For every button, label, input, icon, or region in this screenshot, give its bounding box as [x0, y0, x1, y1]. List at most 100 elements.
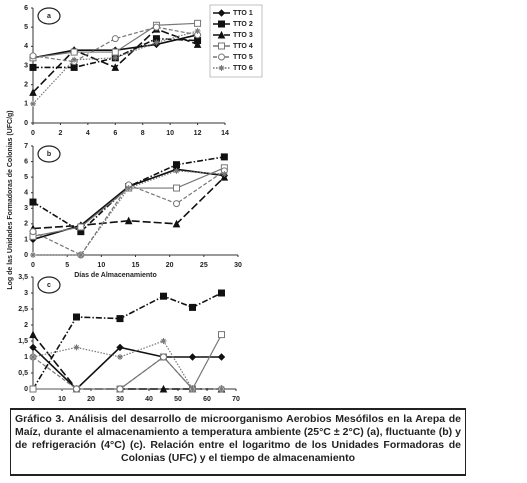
legend-box — [209, 4, 263, 78]
marker — [29, 198, 37, 206]
marker — [73, 385, 80, 393]
y-tick-label: 0 — [24, 252, 28, 259]
marker — [71, 56, 78, 63]
x-tick-label: 8 — [141, 130, 145, 137]
x-tick-label: 5 — [65, 262, 69, 269]
marker — [70, 48, 78, 56]
marker — [73, 313, 80, 321]
marker — [173, 200, 180, 208]
x-tick-label: 10 — [97, 262, 105, 269]
y-tick-label: 3 — [24, 290, 28, 297]
x-tick-label: 10 — [58, 396, 66, 403]
y-tick-label: 4 — [24, 43, 28, 50]
series-line — [32, 346, 222, 391]
x-tick-label: 30 — [116, 396, 124, 403]
marker — [125, 185, 132, 192]
marker — [153, 39, 160, 46]
x-tick-label: 15 — [132, 262, 140, 269]
marker — [29, 385, 37, 393]
y-tick-label: 1 — [24, 354, 28, 361]
y-tick-label: 6 — [24, 158, 28, 165]
series-line — [33, 334, 223, 391]
caption: Gráfico 3. Análisis del desarrollo de mi… — [10, 408, 466, 476]
x-tick-label: 0 — [31, 262, 35, 269]
legend-marker — [218, 42, 225, 50]
y-tick-label: 3 — [24, 205, 28, 212]
x-tick-label: 20 — [87, 396, 95, 403]
x-tick-label: 25 — [200, 262, 208, 269]
x-tick-label: 14 — [221, 130, 229, 137]
marker — [30, 354, 36, 360]
marker — [29, 343, 37, 352]
x-tick-label: 2 — [58, 130, 62, 137]
marker — [29, 63, 37, 71]
y-tick-label: 5 — [24, 174, 28, 181]
x-tick-label: 60 — [203, 396, 211, 403]
y-tick-label: 0 — [24, 120, 28, 127]
marker — [124, 216, 133, 225]
marker — [111, 35, 119, 43]
marker — [111, 63, 120, 71]
marker — [172, 219, 181, 228]
x-tick-label: 6 — [113, 130, 117, 137]
marker — [173, 167, 180, 174]
marker — [188, 353, 197, 361]
y-tick-label: 0 — [24, 386, 28, 393]
marker — [218, 386, 225, 392]
y-tick-label: 3 — [24, 62, 28, 69]
y-axis-label: Log de las Unidades Formadoras de Coloni… — [7, 110, 14, 289]
legend-marker — [218, 53, 225, 61]
marker — [173, 184, 180, 192]
panel-label: b — [47, 151, 51, 158]
series-line — [32, 292, 222, 390]
y-tick-label: 3,5 — [18, 274, 28, 281]
legend-label: TTO 6 — [233, 65, 253, 72]
marker — [218, 331, 225, 339]
marker — [160, 338, 167, 344]
marker — [159, 384, 168, 393]
panel-badge — [37, 145, 61, 163]
legend-label: TTO 3 — [233, 32, 253, 39]
series-line — [32, 30, 198, 105]
legend-label: TTO 1 — [233, 10, 253, 17]
y-tick-label: 2 — [24, 82, 28, 89]
panel-badge — [37, 276, 61, 294]
marker — [77, 223, 85, 231]
marker — [173, 161, 180, 169]
x-tick-label: 20 — [166, 262, 174, 269]
y-tick-label: 0,5 — [18, 370, 28, 377]
marker — [189, 303, 196, 311]
marker — [189, 386, 196, 392]
x-tick-label: 30 — [234, 262, 242, 269]
y-tick-label: 7 — [24, 143, 28, 150]
marker — [194, 28, 201, 34]
legend-marker — [217, 9, 226, 17]
y-tick-label: 1 — [24, 101, 28, 108]
panel-label: a — [47, 13, 51, 20]
marker — [217, 353, 226, 361]
x-tick-label: 40 — [145, 396, 153, 403]
marker — [112, 54, 119, 61]
series-line — [32, 340, 222, 390]
legend-marker — [218, 65, 225, 71]
marker — [29, 52, 37, 60]
marker — [77, 252, 84, 258]
y-tick-label: 5 — [24, 24, 28, 31]
marker — [152, 23, 160, 31]
legend-marker — [218, 20, 225, 28]
legend-label: TTO 4 — [233, 43, 253, 50]
x-tick-label: 0 — [31, 130, 35, 137]
x-tick-label: 0 — [31, 396, 35, 403]
marker — [30, 252, 36, 258]
marker — [220, 173, 229, 181]
x-tick-label: 4 — [86, 130, 90, 137]
marker — [160, 292, 167, 300]
marker — [29, 330, 37, 339]
marker — [218, 289, 225, 297]
y-tick-label: 1,5 — [18, 338, 28, 345]
x-axis-label: Días de Almacenamiento — [74, 272, 157, 279]
x-tick-label: 10 — [166, 130, 174, 137]
marker — [221, 171, 228, 178]
series-line — [32, 156, 225, 233]
